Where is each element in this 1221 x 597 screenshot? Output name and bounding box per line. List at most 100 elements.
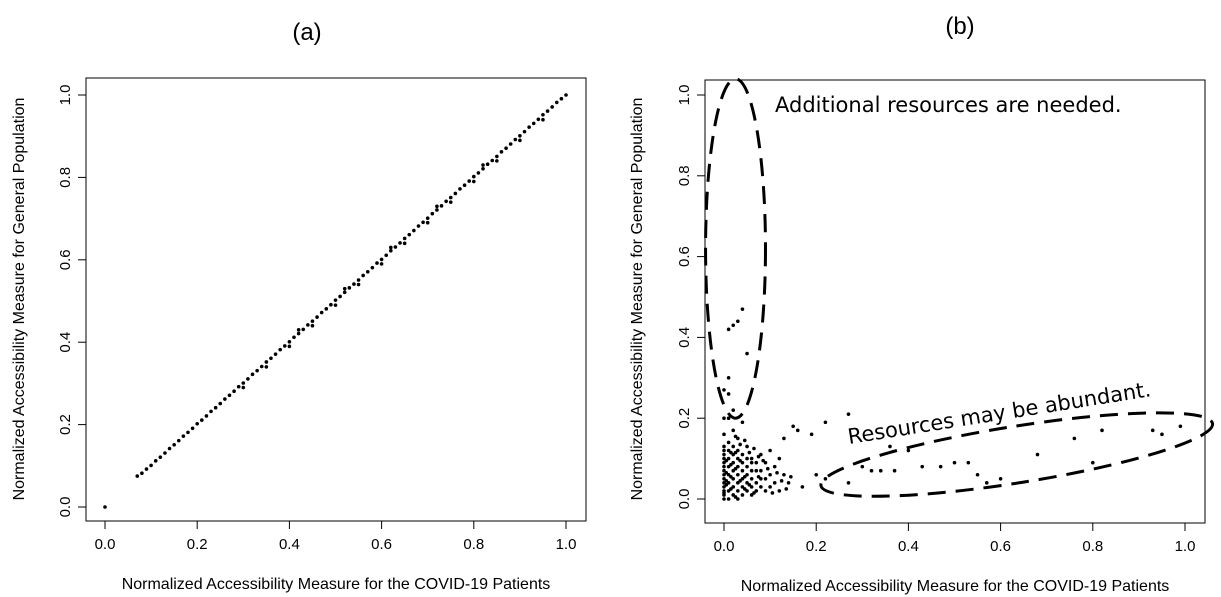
data-point — [213, 405, 218, 410]
panel-a-y-axis: 0.0 0.2 0.4 0.6 0.8 1.0 — [57, 85, 86, 517]
data-point — [195, 421, 199, 426]
data-point — [273, 352, 278, 356]
data-point — [747, 450, 752, 455]
data-point — [333, 303, 338, 307]
data-point — [726, 392, 731, 396]
panel-b-y-axis: 0.0 0.2 0.4 0.6 0.8 1.0 — [676, 85, 705, 510]
data-point — [209, 409, 213, 414]
data-point — [200, 418, 204, 422]
panel-b-x-axis-label: Normalized Accessibility Measure for the… — [741, 578, 1170, 595]
data-point — [163, 451, 167, 455]
x-tick-label: 0.6 — [990, 538, 1011, 555]
data-point — [296, 328, 301, 332]
data-point — [490, 158, 495, 163]
data-point — [869, 468, 874, 473]
data-point — [722, 464, 726, 469]
data-point — [287, 344, 292, 349]
data-point — [761, 458, 765, 463]
data-point — [467, 179, 471, 183]
data-point — [733, 434, 738, 439]
data-point — [745, 351, 749, 356]
data-point — [745, 464, 749, 469]
y-tick-label: 0.4 — [57, 332, 74, 353]
data-point — [324, 307, 329, 311]
data-point — [722, 432, 726, 437]
data-point — [342, 286, 347, 291]
data-point — [342, 290, 347, 295]
x-tick-label: 0.2 — [187, 536, 208, 553]
data-point — [736, 489, 740, 493]
data-point — [749, 468, 754, 473]
panel-a-label: (a) — [292, 19, 321, 46]
data-point — [1160, 432, 1164, 437]
data-point — [246, 377, 250, 381]
data-point — [782, 472, 786, 477]
data-point — [731, 444, 736, 449]
panel-a-points — [103, 93, 568, 509]
data-point — [791, 424, 795, 429]
data-point — [412, 228, 416, 233]
data-point — [731, 428, 736, 433]
data-point — [782, 436, 786, 441]
data-point — [738, 442, 742, 447]
data-point — [186, 430, 190, 435]
data-point — [485, 162, 490, 167]
x-tick-label: 0.4 — [898, 538, 919, 555]
data-point — [800, 485, 805, 489]
data-point — [379, 262, 384, 266]
data-point — [749, 456, 754, 461]
data-point — [775, 470, 779, 475]
data-point — [315, 315, 319, 319]
data-point — [731, 408, 736, 412]
data-point — [770, 491, 775, 495]
data-point — [296, 331, 301, 336]
data-point — [389, 248, 393, 253]
data-point — [906, 448, 911, 453]
x-tick-label: 0.2 — [806, 538, 827, 555]
data-point — [975, 472, 980, 477]
y-tick-label: 0.2 — [676, 408, 693, 429]
data-point — [536, 117, 541, 122]
data-point — [144, 467, 149, 471]
data-point — [402, 241, 407, 246]
panel-b-label: (b) — [945, 13, 974, 40]
data-point — [878, 468, 883, 473]
panel-b-plot-frame — [704, 79, 1206, 524]
data-point — [495, 159, 499, 163]
data-point — [398, 241, 402, 245]
data-point — [559, 96, 564, 101]
data-point — [259, 364, 264, 369]
data-point — [301, 327, 306, 332]
data-point — [920, 464, 925, 469]
data-point — [513, 137, 518, 142]
y-tick-label: 0.0 — [676, 489, 693, 510]
data-point — [846, 412, 851, 416]
panel-b-x-axis: 0.0 0.2 0.4 0.6 0.8 1.0 — [714, 523, 1195, 555]
data-point — [499, 150, 504, 154]
data-point — [545, 109, 550, 113]
data-point — [347, 286, 352, 290]
data-point — [888, 444, 892, 449]
data-point — [518, 138, 522, 143]
data-point — [190, 426, 195, 431]
data-point — [481, 166, 485, 171]
data-point — [153, 459, 158, 463]
data-point — [453, 191, 458, 196]
data-point — [966, 460, 971, 465]
data-point — [729, 487, 733, 491]
data-point — [172, 442, 176, 447]
panel-a-plot-frame — [85, 77, 587, 522]
y-tick-label: 0.6 — [57, 249, 74, 270]
data-point — [759, 485, 763, 489]
data-point — [742, 474, 747, 479]
data-point — [789, 474, 793, 479]
data-point — [756, 474, 761, 479]
data-point — [472, 174, 476, 179]
data-point — [722, 497, 726, 501]
data-point — [365, 269, 370, 274]
data-point — [554, 100, 559, 105]
data-point — [407, 232, 412, 237]
data-point — [747, 483, 752, 487]
data-point — [292, 335, 296, 340]
